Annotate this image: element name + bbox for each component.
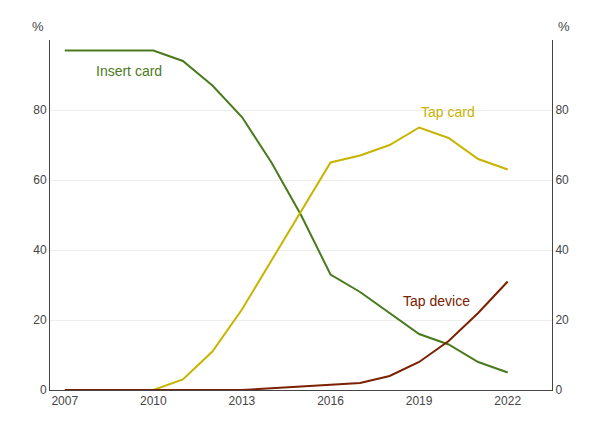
svg-text:0: 0 (555, 383, 562, 397)
svg-text:Insert card: Insert card (96, 63, 162, 79)
svg-text:20: 20 (555, 313, 569, 327)
svg-text:80: 80 (555, 103, 569, 117)
svg-text:40: 40 (33, 243, 47, 257)
svg-text:60: 60 (33, 173, 47, 187)
svg-text:60: 60 (555, 173, 569, 187)
svg-text:Tap card: Tap card (421, 104, 475, 120)
svg-text:2013: 2013 (229, 394, 256, 408)
svg-text:0: 0 (40, 383, 47, 397)
svg-text:%: % (32, 19, 44, 34)
svg-text:2019: 2019 (406, 394, 433, 408)
svg-text:40: 40 (555, 243, 569, 257)
svg-text:2010: 2010 (140, 394, 167, 408)
svg-text:2022: 2022 (494, 394, 521, 408)
svg-text:20: 20 (33, 313, 47, 327)
svg-text:Tap device: Tap device (403, 293, 470, 309)
svg-text:2007: 2007 (51, 394, 78, 408)
svg-text:%: % (558, 19, 570, 34)
svg-text:80: 80 (33, 103, 47, 117)
svg-text:2016: 2016 (317, 394, 344, 408)
